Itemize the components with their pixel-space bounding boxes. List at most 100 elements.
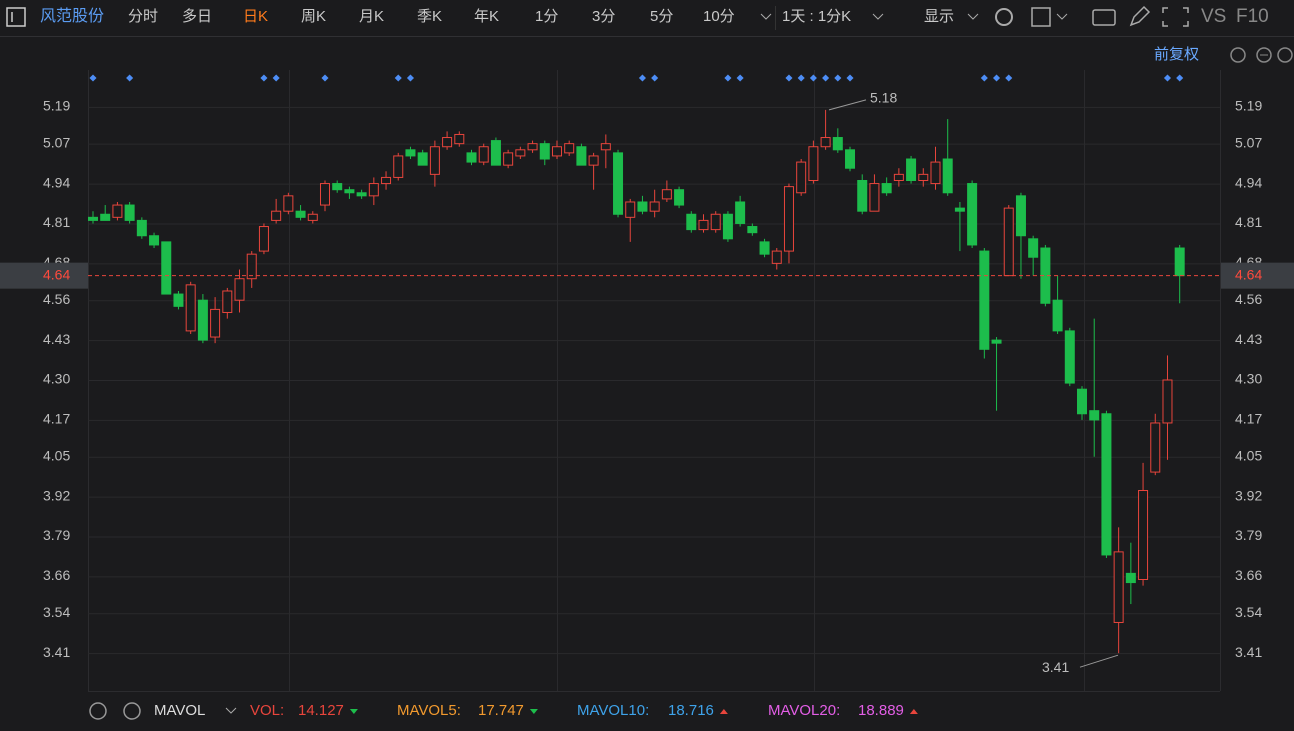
y2-tick-label: 3.54: [1235, 604, 1262, 620]
y2-tick-label: 4.43: [1235, 331, 1262, 347]
tab[interactable]: 分时: [128, 8, 158, 25]
candle-body: [808, 146, 819, 181]
candle-body: [185, 284, 196, 332]
tab[interactable]: 多日: [182, 8, 212, 25]
trend-arrow: [349, 709, 358, 714]
tab[interactable]: 1分: [535, 8, 558, 25]
event-marker: [724, 74, 732, 82]
candle-body: [1138, 489, 1149, 581]
candle-body: [332, 183, 343, 191]
f10-button[interactable]: F10: [1236, 6, 1269, 27]
event-marker: [785, 74, 793, 82]
candle-body: [991, 339, 1002, 344]
tab[interactable]: 3分: [592, 8, 615, 25]
event-marker: [797, 74, 805, 82]
candle-body: [1162, 379, 1173, 424]
tab[interactable]: 年K: [474, 8, 499, 25]
candle-body: [344, 189, 355, 194]
candle-body: [722, 213, 733, 240]
zoom-out-icon[interactable]: [1256, 47, 1272, 63]
y-tick-label: 4.17: [43, 411, 70, 427]
y2-tick-label: 3.79: [1235, 527, 1262, 543]
chevron: [967, 13, 979, 20]
candle-body: [527, 143, 538, 151]
zoom-in-icon[interactable]: [1277, 47, 1293, 63]
candle-body: [1125, 572, 1136, 584]
event-marker: [846, 74, 854, 82]
display-button[interactable]: 显示: [924, 8, 954, 25]
y-tick-label: 3.41: [43, 644, 70, 660]
indicator-close[interactable]: [123, 702, 141, 720]
candle-body: [356, 192, 367, 197]
candle-body: [893, 173, 904, 181]
candle-body: [271, 210, 282, 221]
candle-body: [466, 152, 477, 163]
low-leader: [1079, 654, 1119, 668]
candle-body: [1003, 207, 1014, 277]
event-marker: [272, 74, 280, 82]
candle-body: [783, 186, 794, 252]
indicator-value: 14.127: [298, 702, 344, 719]
event-marker: [651, 74, 659, 82]
event-marker: [321, 74, 329, 82]
stock-name[interactable]: 风范股份: [40, 7, 104, 25]
y2-tick-label: 4.94: [1235, 174, 1262, 190]
settings-icon[interactable]: [995, 8, 1013, 26]
y-tick-label: 3.54: [43, 604, 70, 620]
y2-tick-label: 4.30: [1235, 371, 1262, 387]
menu-icon[interactable]: [6, 7, 26, 27]
tab[interactable]: 日K: [243, 8, 268, 25]
reset-icon[interactable]: [1230, 47, 1246, 63]
last-price-label: 4.64: [43, 266, 70, 282]
adjust-button[interactable]: 前复权: [1154, 45, 1199, 63]
candle-body: [661, 189, 672, 200]
candle-body: [319, 183, 330, 206]
y2-tick-label: 3.41: [1235, 644, 1262, 660]
indicator-value: 17.747: [478, 702, 524, 719]
candle-body: [429, 146, 440, 175]
vs-button[interactable]: VS: [1201, 6, 1226, 27]
tab[interactable]: 周K: [301, 8, 326, 25]
candle-body: [1028, 238, 1039, 258]
indicator-name[interactable]: MAVOL: [154, 702, 205, 719]
tab[interactable]: 季K: [417, 8, 442, 25]
y-tick-label: 4.30: [43, 371, 70, 387]
candle-body: [735, 201, 746, 224]
event-marker: [993, 74, 1001, 82]
trend-arrow: [909, 709, 918, 714]
event-marker: [834, 74, 842, 82]
tab[interactable]: 月K: [359, 8, 384, 25]
candle-body: [246, 253, 257, 280]
candle-body: [906, 158, 917, 181]
candle-body: [674, 189, 685, 206]
camera-icon[interactable]: [1092, 9, 1116, 26]
indicator-settings[interactable]: [89, 702, 107, 720]
y-tick-label: 3.92: [43, 487, 70, 503]
tab[interactable]: 5分: [650, 8, 673, 25]
event-marker: [822, 74, 830, 82]
trend-arrow: [719, 709, 728, 714]
chevron: [225, 707, 237, 714]
high-leader: [828, 99, 867, 111]
fullscreen-icon[interactable]: [1162, 7, 1189, 27]
period-select[interactable]: 1天 : 1分K: [782, 8, 851, 25]
candle-body: [698, 219, 709, 231]
event-marker: [1005, 74, 1013, 82]
candle-body: [393, 155, 404, 178]
candle-body: [613, 152, 624, 215]
candle-body: [442, 137, 453, 148]
candle-body: [136, 219, 147, 237]
candle-body: [857, 179, 868, 212]
event-marker: [980, 74, 988, 82]
last-price-box: [1221, 262, 1294, 289]
pen-icon[interactable]: [1129, 5, 1151, 27]
shape-icon[interactable]: [1031, 7, 1051, 27]
tab[interactable]: 10分: [703, 8, 735, 25]
candle-body: [710, 213, 721, 231]
candle-body: [686, 213, 697, 231]
grid: 5.19 5.195.07 5.074.94 4.944.81 4.814.68 4.68…: [43, 98, 1262, 660]
candle-body: [88, 216, 98, 221]
candle-body: [478, 146, 489, 163]
